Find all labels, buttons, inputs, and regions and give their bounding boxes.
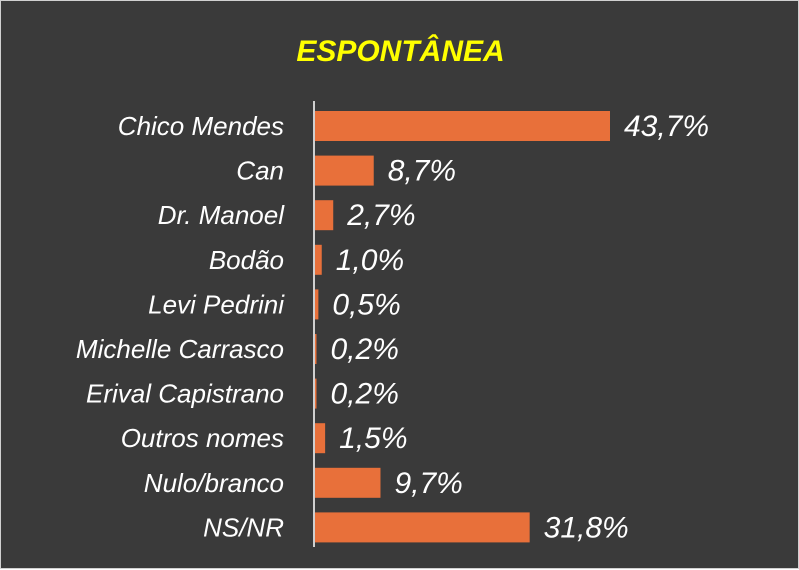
value-label: 9,7% bbox=[394, 467, 462, 500]
bar-4 bbox=[315, 289, 319, 320]
bar-2 bbox=[315, 200, 334, 231]
value-label: 0,2% bbox=[331, 333, 399, 366]
category-label: Dr. Manoel bbox=[158, 200, 285, 230]
bars-layer bbox=[315, 111, 610, 543]
value-label: 1,0% bbox=[336, 244, 404, 277]
bar-9 bbox=[315, 512, 530, 543]
labels-layer: Chico Mendes 43,7% Can 8,7% Dr. Manoel 2,7% Bo… bbox=[76, 110, 709, 544]
bar-3 bbox=[315, 244, 322, 275]
value-label: 0,5% bbox=[332, 288, 400, 321]
category-label: Nulo/branco bbox=[144, 468, 284, 498]
category-label: Outros nomes bbox=[121, 423, 284, 453]
value-label: 8,7% bbox=[388, 155, 456, 188]
category-label: Levi Pedrini bbox=[148, 289, 285, 319]
bar-6 bbox=[315, 378, 317, 409]
bar-8 bbox=[315, 467, 381, 498]
value-label: 2,7% bbox=[346, 199, 415, 232]
value-label: 1,5% bbox=[339, 422, 407, 455]
bar-5 bbox=[315, 334, 317, 364]
bar-1 bbox=[315, 155, 374, 186]
value-label: 43,7% bbox=[624, 110, 709, 143]
category-label: Bodão bbox=[209, 245, 284, 275]
chart-title: ESPONTÂNEA bbox=[296, 35, 505, 68]
bar-0 bbox=[315, 111, 610, 141]
value-label: 0,2% bbox=[331, 378, 399, 411]
category-label: Michelle Carrasco bbox=[76, 334, 284, 364]
value-label: 31,8% bbox=[544, 511, 629, 544]
category-label: Can bbox=[236, 156, 284, 186]
category-label: Erival Capistrano bbox=[86, 379, 284, 409]
bar-7 bbox=[315, 423, 326, 454]
category-label: Chico Mendes bbox=[118, 111, 284, 141]
category-label: NS/NR bbox=[203, 512, 284, 542]
